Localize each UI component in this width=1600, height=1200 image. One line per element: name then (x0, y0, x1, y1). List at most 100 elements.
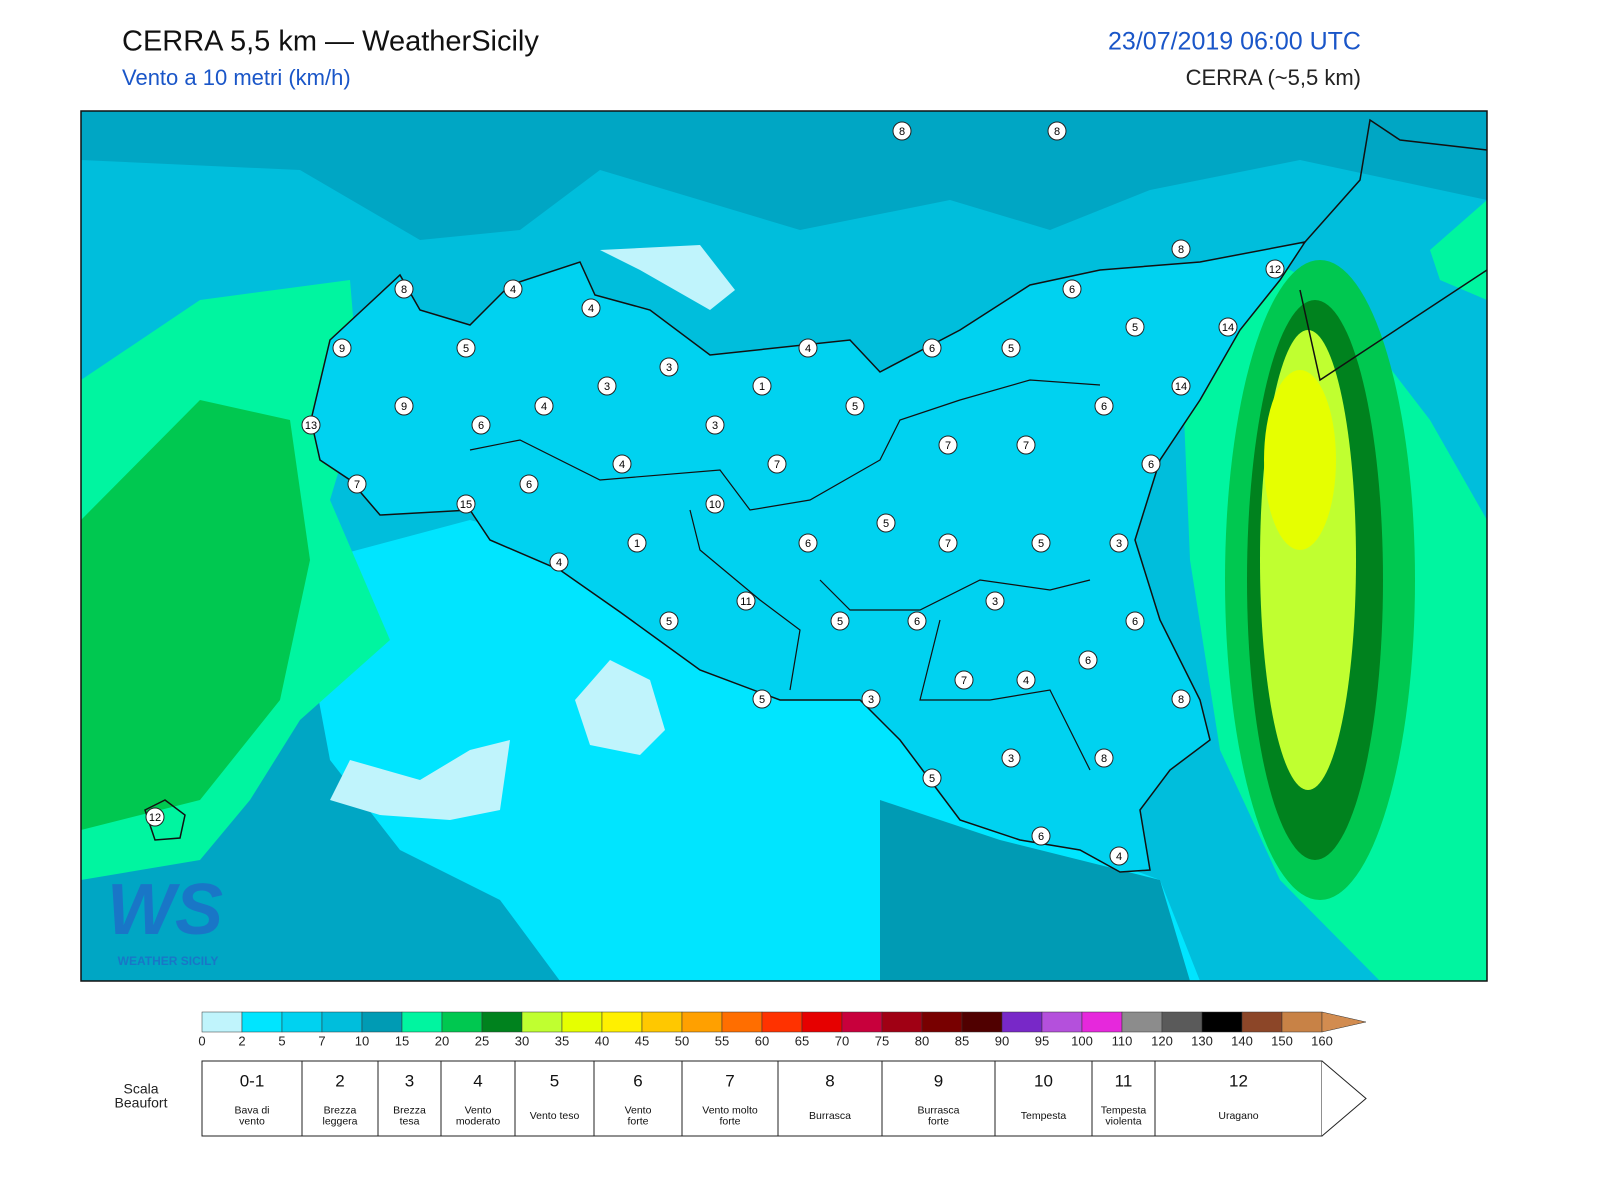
colorbar-tick-label: 120 (1151, 1033, 1173, 1048)
colorbar-swatch (1041, 1011, 1083, 1033)
station-marker (1062, 279, 1082, 299)
pantelleria (144, 799, 186, 841)
colorbar-tick-label: 55 (715, 1033, 729, 1048)
colorbar-tick-label: 150 (1271, 1033, 1293, 1048)
beaufort-force: 9 (934, 1071, 943, 1090)
station-value: 3 (604, 381, 610, 393)
beaufort-force: 3 (405, 1071, 414, 1090)
beaufort-label: moderato (456, 1115, 501, 1127)
station-value: 8 (1178, 694, 1184, 706)
colorbar-tick-label: 60 (755, 1033, 769, 1048)
station-value: 9 (401, 401, 407, 413)
colorbar-tick-label: 140 (1231, 1033, 1253, 1048)
logo-name: WEATHER SICILY (118, 954, 219, 968)
station-marker (845, 396, 865, 416)
beaufort-force: 6 (633, 1071, 642, 1090)
colorbar-swatch (1201, 1011, 1243, 1033)
shade-southeast (880, 800, 1190, 981)
station-value: 6 (526, 479, 532, 491)
colorbar-swatch (921, 1011, 963, 1033)
station-marker (394, 279, 414, 299)
station-value: 5 (837, 616, 843, 628)
colorbar-tick-label: 75 (875, 1033, 889, 1048)
station-value: 5 (929, 773, 935, 785)
beaufort-label: Tempesta (1101, 1104, 1147, 1116)
station-marker (1047, 121, 1067, 141)
station-value: 3 (868, 694, 874, 706)
beaufort-box (1091, 1060, 1156, 1137)
station-marker (347, 474, 367, 494)
station-value: 8 (899, 126, 905, 138)
station-value: 10 (709, 499, 721, 511)
station-value: 5 (1008, 343, 1014, 355)
station-marker (798, 533, 818, 553)
shade-ne-green (1430, 200, 1487, 300)
station-marker (1031, 826, 1051, 846)
colorbar-tick-label: 110 (1112, 1033, 1133, 1048)
station-marker (830, 611, 850, 631)
shade-north (81, 111, 1487, 240)
station-marker (1171, 689, 1191, 709)
beaufort-label: Brezza (324, 1104, 357, 1116)
beaufort-label: forte (627, 1115, 648, 1127)
station-value: 8 (401, 284, 407, 296)
beaufort-box (593, 1060, 683, 1137)
station-value: 7 (945, 440, 951, 452)
province-borders (469, 379, 1101, 771)
beaufort-box (777, 1060, 883, 1137)
station-value: 14 (1175, 381, 1187, 393)
colorbar-tick-label: 50 (675, 1033, 689, 1048)
station-value: 14 (1222, 322, 1234, 334)
station-marker (301, 415, 321, 435)
colorbar-tick-label: 15 (395, 1033, 409, 1048)
station-marker (597, 376, 617, 396)
station-value: 5 (463, 343, 469, 355)
station-value: 7 (774, 459, 780, 471)
colorbar-swatch (401, 1011, 443, 1033)
station-value: 5 (883, 518, 889, 530)
beaufort-label: Vento molto (702, 1104, 758, 1116)
station-marker (798, 338, 818, 358)
colorbar-tick-label: 85 (955, 1033, 969, 1048)
logo-mark: WS (107, 870, 223, 950)
colorbar-swatch (1281, 1011, 1323, 1033)
beaufort-box (377, 1060, 442, 1137)
station-marker (1125, 317, 1145, 337)
station-value: 3 (992, 596, 998, 608)
colorbar-tick-label: 35 (555, 1033, 569, 1048)
beaufort-label: Bava di (234, 1104, 269, 1116)
colorbar-swatch (601, 1011, 643, 1033)
station-marker (736, 591, 756, 611)
station-value: 7 (354, 479, 360, 491)
beaufort-box (301, 1060, 379, 1137)
shade-calm (330, 740, 510, 820)
station-value: 1 (759, 381, 765, 393)
station-marker (752, 376, 772, 396)
colorbar-swatch (201, 1011, 243, 1033)
colorbar-tick-label: 100 (1071, 1033, 1093, 1048)
station-value: 5 (1132, 322, 1138, 334)
station-value: 7 (961, 675, 967, 687)
beaufort-force: 0-1 (240, 1071, 265, 1090)
colorbar-swatch (681, 1011, 723, 1033)
colorbar-tick-label: 25 (475, 1033, 489, 1048)
station-value: 6 (1085, 655, 1091, 667)
beaufort-force: 7 (725, 1071, 734, 1090)
station-value: 6 (1132, 616, 1138, 628)
shade-calm (600, 245, 735, 310)
beaufort-box (681, 1060, 779, 1137)
colorbar-tick-label: 10 (355, 1033, 369, 1048)
colorbar-swatch (841, 1011, 883, 1033)
station-marker (519, 474, 539, 494)
station-marker (659, 357, 679, 377)
beaufort-label: Vento (465, 1104, 492, 1116)
station-value: 6 (1148, 459, 1154, 471)
colorbar-tick-label: 0 (198, 1033, 205, 1048)
station-value: 6 (929, 343, 935, 355)
station-value: 4 (619, 459, 625, 471)
colorbar-tick-label: 80 (915, 1033, 929, 1048)
shade-east-yellow (1264, 370, 1336, 550)
colorbar-tick-label: 160 (1311, 1033, 1333, 1048)
station-marker (1218, 317, 1238, 337)
